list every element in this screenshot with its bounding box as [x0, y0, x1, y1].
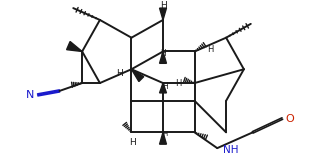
Text: H: H	[116, 69, 123, 78]
Text: H: H	[160, 1, 166, 10]
Text: O: O	[286, 114, 295, 124]
Polygon shape	[160, 51, 166, 63]
Text: H: H	[162, 81, 168, 90]
Polygon shape	[67, 41, 82, 51]
Polygon shape	[160, 132, 166, 144]
Text: N: N	[26, 90, 34, 100]
Text: H: H	[176, 78, 182, 88]
Polygon shape	[160, 83, 166, 93]
Polygon shape	[160, 8, 166, 20]
Text: H: H	[160, 49, 166, 58]
Text: H: H	[162, 131, 168, 137]
Text: H: H	[207, 45, 214, 54]
Text: NH: NH	[223, 145, 239, 155]
Text: H: H	[129, 138, 136, 147]
Polygon shape	[131, 69, 144, 81]
